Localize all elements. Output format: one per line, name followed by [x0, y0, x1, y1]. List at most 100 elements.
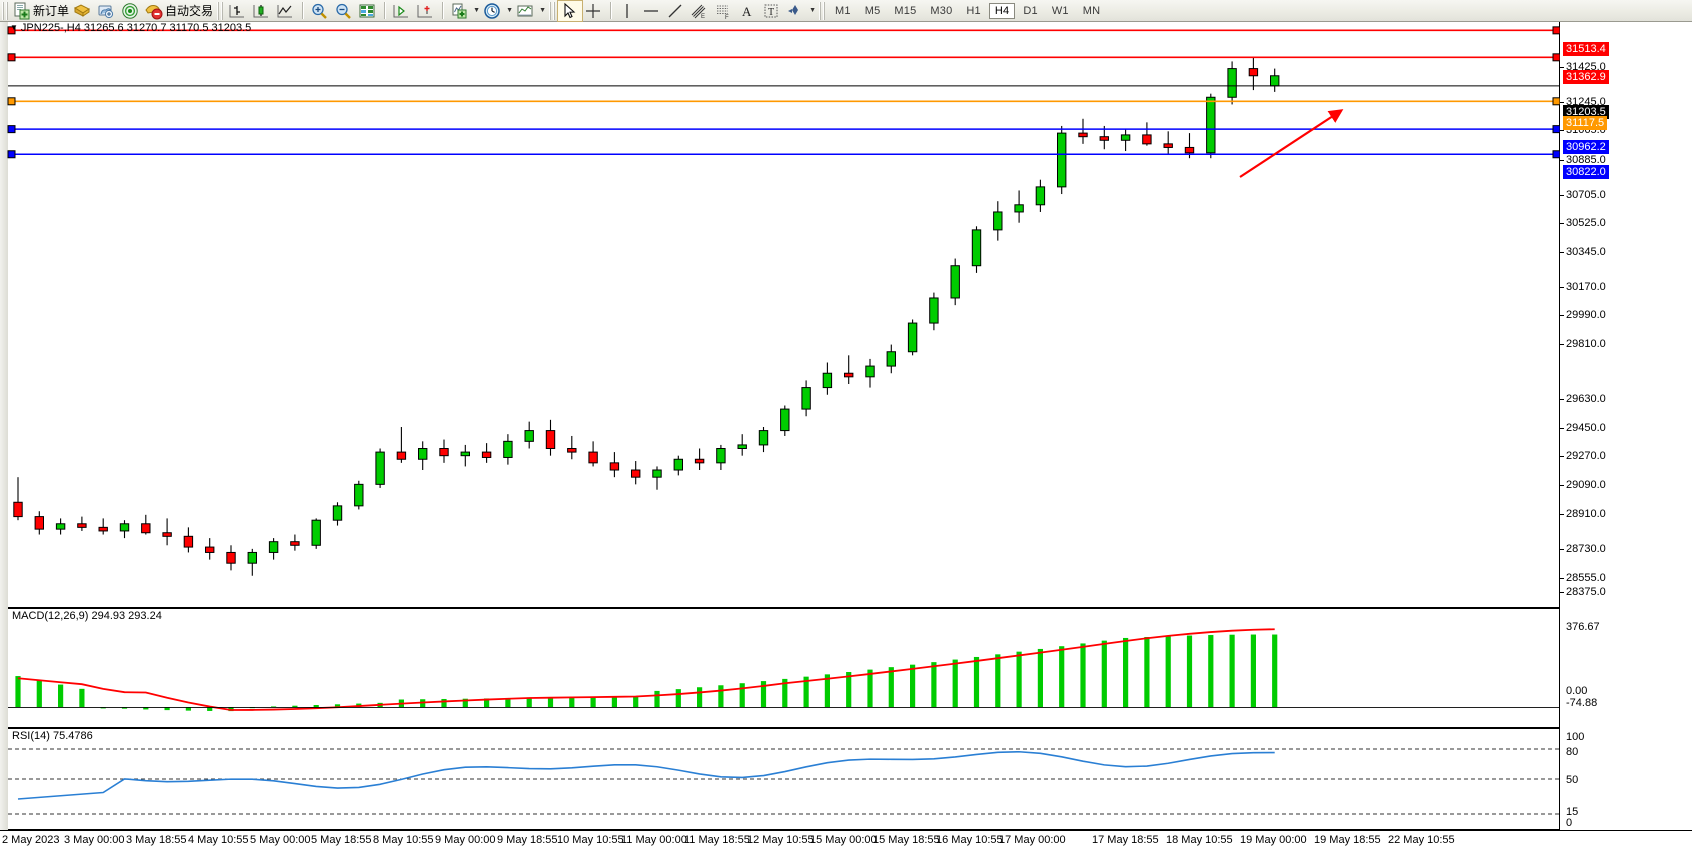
shapes-tool[interactable]	[784, 1, 808, 21]
macd-histogram-bar	[547, 697, 554, 708]
fibonacci-tool[interactable]: F	[712, 1, 736, 21]
price-pane[interactable]: ▼ JPN225-,H4 31265.6 31270.7 31170.5 312…	[7, 22, 1561, 608]
macd-histogram-bar	[888, 667, 894, 708]
shapes-icon	[788, 4, 799, 15]
macd-pane[interactable]: MACD(12,26,9) 294.93 293.24	[8, 608, 1560, 728]
candle-body	[1184, 146, 1195, 154]
candle-body	[631, 469, 641, 478]
chart-shift-button[interactable]	[414, 1, 438, 21]
text-tool[interactable]: A	[736, 1, 760, 21]
timeframe-m30[interactable]: M30	[930, 4, 953, 17]
toolbar-separator-2	[384, 2, 387, 19]
level-handle[interactable]	[7, 125, 16, 134]
candle-body	[652, 469, 662, 478]
autotrading-button[interactable]: 自动交易	[143, 1, 215, 21]
equidistant-channel-tool[interactable]: E	[688, 1, 712, 21]
macd-histogram-bar	[1250, 634, 1256, 708]
candlestick-chart-button[interactable]	[250, 1, 274, 21]
indicators-icon	[452, 3, 467, 18]
text-label-icon: T	[764, 4, 778, 18]
toolbar-grip-3[interactable]	[549, 1, 557, 20]
cursor-tool-button[interactable]	[557, 0, 584, 22]
candle-body	[481, 451, 492, 458]
templates-dropdown-arrow[interactable]: ▼	[539, 7, 546, 14]
toolbar-grip-4[interactable]	[819, 1, 827, 20]
rsi-pane[interactable]: RSI(14) 75.4786	[8, 728, 1560, 830]
macd-tick-label: 0.00	[1566, 685, 1588, 697]
autoscroll-button[interactable]	[390, 1, 414, 21]
support-tag-2[interactable]: 30822.0	[1563, 165, 1609, 179]
indicators-dropdown-arrow[interactable]: ▼	[473, 7, 480, 14]
macd-histogram-bar	[675, 689, 681, 708]
metaeditor-button[interactable]	[95, 1, 119, 21]
horizontal-line-tool[interactable]	[640, 1, 664, 21]
macd-histogram-bar	[1037, 648, 1043, 708]
price-tick	[1560, 315, 1564, 316]
bar-chart-button[interactable]	[226, 1, 250, 21]
timeframe-m15[interactable]: M15	[894, 4, 917, 17]
macd-histogram-bar	[1101, 640, 1107, 708]
periods-dropdown-arrow[interactable]: ▼	[506, 7, 513, 14]
zoom-in-button[interactable]	[308, 1, 332, 21]
level-handle[interactable]	[7, 26, 16, 35]
zoom-out-button[interactable]	[332, 1, 356, 21]
shapes-dropdown-arrow[interactable]: ▼	[809, 7, 816, 14]
macd-histogram-bar	[484, 698, 490, 708]
data-window-icon	[359, 4, 375, 17]
signals-button[interactable]	[119, 1, 143, 21]
timeframe-d1[interactable]: D1	[1023, 4, 1038, 17]
timeframe-mn[interactable]: MN	[1082, 4, 1101, 17]
time-tick-label: 2 May 2023	[2, 834, 60, 846]
macd-histogram-bar	[36, 680, 42, 708]
resistance-tag-2[interactable]: 31362.9	[1563, 70, 1609, 84]
candle-body	[907, 322, 918, 353]
candle-body	[950, 265, 960, 299]
data-window-button[interactable]	[356, 1, 380, 21]
trendline-tool[interactable]	[664, 1, 688, 21]
candle-body	[737, 444, 747, 450]
templates-button[interactable]	[514, 1, 538, 21]
level-handle[interactable]	[7, 97, 16, 106]
entry-price-tag[interactable]: 31117.5	[1563, 116, 1608, 130]
time-tick-label: 11 May 18:55	[684, 834, 750, 846]
vertical-line-tool[interactable]	[616, 1, 640, 21]
timeframe-m5[interactable]: M5	[864, 4, 881, 17]
macd-histogram-bar	[292, 705, 298, 708]
resistance-tag-1[interactable]: 31513.4	[1563, 42, 1609, 56]
level-handle[interactable]	[7, 53, 16, 62]
time-tick-label: 16 May 10:55	[936, 834, 1003, 846]
crosshair-tool-button[interactable]	[582, 1, 606, 21]
timeframe-m1[interactable]: M1	[835, 4, 851, 17]
price-axis[interactable]: 31425.0 31245.0 31065.0 30885.0 30705.0 30525…	[1560, 22, 1692, 830]
candle-body	[865, 365, 875, 378]
candle-body	[971, 229, 982, 267]
candle-body	[524, 430, 534, 442]
macd-histogram-bar	[1144, 636, 1150, 708]
toolbar-grip-1[interactable]	[2, 1, 9, 20]
periods-button[interactable]	[481, 1, 505, 21]
candle-body	[716, 448, 726, 464]
candle-body	[1078, 132, 1088, 138]
line-chart-button[interactable]	[274, 1, 298, 21]
price-tick	[1560, 428, 1564, 429]
chart-collapse-icon[interactable]: ▼	[10, 23, 18, 32]
zoom-in-icon	[312, 3, 327, 19]
crosshair-icon	[586, 3, 601, 18]
timeframe-w1[interactable]: W1	[1051, 4, 1069, 17]
support-tag-1[interactable]: 30962.2	[1563, 140, 1609, 154]
macd-histogram-bar	[313, 705, 319, 708]
expert-advisors-button[interactable]	[71, 1, 95, 21]
timeframe-h1[interactable]: H1	[966, 4, 981, 17]
candle-body	[98, 526, 108, 532]
current-price-tag[interactable]: 31203.5	[1563, 105, 1609, 119]
macd-histogram-bar	[569, 697, 575, 708]
price-tick	[1560, 514, 1564, 515]
toolbar-grip-2[interactable]	[217, 1, 225, 20]
text-label-tool[interactable]: T	[760, 1, 784, 21]
level-handle[interactable]	[7, 150, 16, 159]
timeframe-h4[interactable]: H4	[988, 2, 1016, 19]
time-axis[interactable]: 2 May 2023 3 May 00:00 3 May 18:55 4 May 10…	[0, 830, 1692, 852]
new-order-button[interactable]: 新订单	[11, 1, 71, 21]
trendline-icon	[668, 4, 682, 17]
indicators-button[interactable]	[448, 1, 472, 21]
